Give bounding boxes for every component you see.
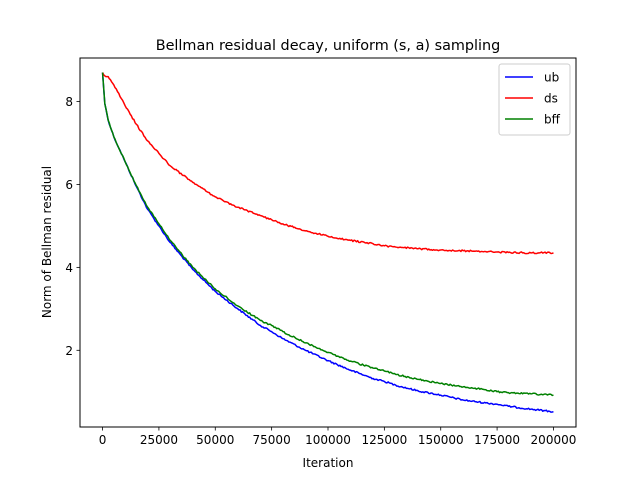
legend-label-ub: ub [544, 71, 559, 85]
y-tick-label: 6 [65, 178, 73, 192]
x-tick-label: 100000 [305, 433, 351, 447]
legend-label-ds: ds [544, 92, 558, 106]
x-axis-label: Iteration [303, 456, 354, 470]
x-tick-label: 0 [99, 433, 107, 447]
series-line-bff [101, 72, 554, 397]
x-tick-label: 125000 [361, 433, 407, 447]
x-tick-label: 25000 [140, 433, 178, 447]
chart-title: Bellman residual decay, uniform (s, a) s… [156, 38, 501, 54]
plot-area [79, 57, 577, 428]
y-tick-label: 8 [65, 95, 73, 109]
y-axis-ticks: 2 4 6 8 [65, 95, 80, 358]
legend-label-bff: bff [544, 113, 561, 127]
x-tick-label: 200000 [531, 433, 577, 447]
x-tick-label: 175000 [474, 433, 520, 447]
x-axis-ticks: 0 25000 50000 75000 100000 125000 150000 175000… [99, 427, 577, 447]
x-tick-label: 75000 [253, 433, 291, 447]
y-tick-label: 2 [65, 344, 73, 358]
x-tick-label: 150000 [418, 433, 464, 447]
y-tick-label: 4 [65, 261, 73, 275]
series-line-ds [101, 72, 554, 255]
legend: ub ds bff [498, 63, 571, 136]
y-axis-label: Norm of Bellman residual [40, 166, 54, 318]
x-tick-label: 50000 [196, 433, 234, 447]
series-layer [101, 72, 554, 413]
legend-box [498, 63, 571, 136]
series-line-ub [101, 72, 554, 413]
